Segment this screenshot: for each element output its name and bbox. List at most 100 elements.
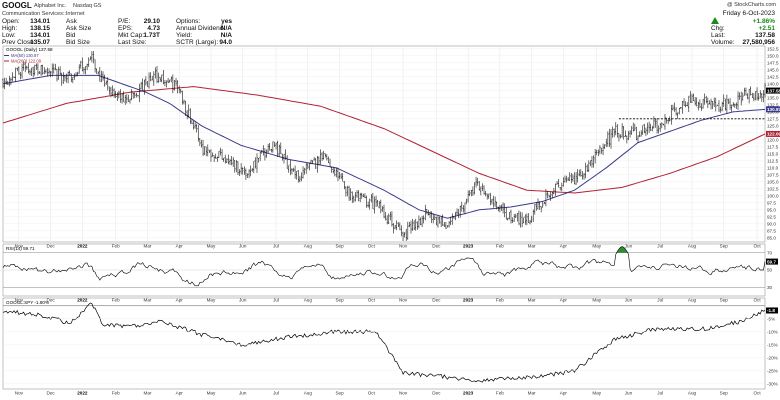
eps-value: 4.73 [147, 25, 160, 32]
date-label: Friday 6-Oct-2023 [722, 10, 775, 17]
price-tick-label: 105.0 [767, 179, 779, 184]
x-tick-label: Oct [368, 298, 376, 303]
relative-line [2, 302, 766, 383]
x-tick-label: Jul [657, 298, 663, 303]
relative-legend-label: GOOGL:SPY -1.80% [6, 300, 49, 305]
price-tick-label: 132.5 [767, 102, 779, 107]
sector-label: Communication Services::Internet [2, 11, 85, 17]
rsi-tick-label: 30 [767, 285, 773, 290]
prev-close-label: Prev Close: [2, 39, 36, 46]
rsi-tick-label: 50 [767, 268, 773, 273]
sctr-value: 94.0 [219, 39, 232, 46]
x-tick-label: May [592, 244, 601, 249]
pe-label: P/E: [118, 18, 131, 25]
x-tick-label: Dec [432, 391, 441, 396]
x-tick-label: Nov [15, 244, 24, 249]
high-label: High: [2, 25, 18, 32]
x-tick-label: Dec [47, 244, 56, 249]
x-tick-label: Feb [112, 244, 120, 249]
x-tick-label: Apr [560, 244, 568, 249]
dividend-value: N/A [220, 25, 232, 32]
x-tick-label: Mar [528, 391, 536, 396]
watermark: @ StockCharts.com [727, 2, 776, 8]
x-tick-label: Nov [15, 391, 24, 396]
company-name: Alphabet Inc. [34, 3, 67, 9]
x-tick-label: Oct [368, 244, 376, 249]
volume-value: 27,580,956 [742, 39, 775, 46]
chg-value: +2.51 [758, 25, 775, 32]
price-tick-label: 110.0 [767, 165, 779, 170]
x-tick-label: Apr [176, 244, 184, 249]
x-tick-label: Dec [47, 391, 56, 396]
options-label: Options: [176, 18, 201, 25]
x-tick-label: Jun [239, 244, 247, 249]
x-tick-label: 2022 [77, 391, 88, 396]
low-value: 134.01 [30, 32, 50, 39]
x-tick-label: Aug [688, 298, 697, 303]
x-tick-label: Sep [335, 391, 344, 396]
price-tick-label: 117.5 [767, 144, 779, 149]
x-tick-label: Jun [625, 298, 633, 303]
price-tick-label: 85.0 [767, 235, 776, 240]
rsi-tick-label: 70 [767, 250, 773, 255]
ask-label: Ask [66, 18, 77, 25]
rsi-legend-label: RSI(14) 59.71 [6, 246, 35, 251]
x-tick-label: 2023 [463, 298, 474, 303]
relative-tick-label: -5% [767, 317, 775, 322]
last-value: 137.58 [755, 32, 775, 39]
x-tick-label: Oct [753, 298, 761, 303]
price-tick-label: 127.5 [767, 116, 779, 121]
volume-label: Volume: [711, 39, 735, 46]
x-tick-label: Aug [304, 244, 313, 249]
up-arrow-icon [711, 17, 719, 24]
x-tick-label: May [207, 298, 216, 303]
ma50-value-tag: 130.87 [767, 107, 780, 112]
x-tick-label: Apr [176, 391, 184, 396]
price-tick-label: 152.5 [767, 46, 779, 51]
x-tick-label: Jun [239, 298, 247, 303]
price-tick-label: 125.0 [767, 123, 779, 128]
relative-tick-label: -10% [767, 330, 778, 335]
last-price-tag-bg [766, 87, 780, 94]
dividend-label: Annual Dividend: [176, 25, 226, 32]
bid-label: Bid [66, 32, 76, 39]
rsi-overbought-fill [615, 246, 629, 253]
x-tick-label: Dec [432, 244, 441, 249]
symbol-label: GOOGL [2, 1, 32, 10]
open-label: Open: [2, 18, 20, 25]
relative-value-tag-bg [766, 307, 778, 314]
last-price-tag: 137.58 [767, 88, 780, 93]
x-tick-label: Jul [273, 298, 279, 303]
mkt-cap-label: Mkt Cap: [118, 32, 145, 39]
x-tick-label: Mar [144, 298, 152, 303]
last-label: Last: [711, 32, 726, 39]
ma50-legend-label: MA(50) 130.87 [11, 53, 39, 58]
x-tick-label: Feb [496, 391, 504, 396]
x-tick-label: Mar [528, 244, 536, 249]
price-tick-label: 102.5 [767, 186, 779, 191]
mkt-cap-value: 1.73T [143, 32, 160, 39]
ma200-value-tag-bg [766, 130, 780, 137]
x-tick-label: Aug [304, 298, 313, 303]
x-tick-label: Aug [688, 244, 697, 249]
price-tick-label: 135.0 [767, 95, 779, 100]
x-tick-label: Mar [144, 391, 152, 396]
rsi-value-tag: 59.7 [767, 259, 776, 264]
ma200-value-tag: 122.09 [767, 132, 780, 137]
yield-label: Yield: [176, 32, 193, 39]
x-tick-label: Dec [432, 298, 441, 303]
x-tick-label: Aug [304, 391, 313, 396]
ma200-legend-label: MA(200) 122.09 [11, 59, 42, 64]
x-tick-label: Feb [112, 298, 120, 303]
price-tick-label: 140.0 [767, 81, 779, 86]
price-tick-label: 107.5 [767, 172, 779, 177]
x-tick-label: Sep [720, 391, 729, 396]
x-tick-label: Mar [528, 298, 536, 303]
x-tick-label: Nov [399, 298, 408, 303]
x-tick-label: Feb [496, 298, 504, 303]
price-tick-label: 100.0 [767, 193, 779, 198]
price-tick-label: 95.0 [767, 207, 776, 212]
x-tick-label: Jun [625, 391, 633, 396]
x-tick-label: Feb [496, 244, 504, 249]
eps-label: EPS: [118, 25, 133, 32]
